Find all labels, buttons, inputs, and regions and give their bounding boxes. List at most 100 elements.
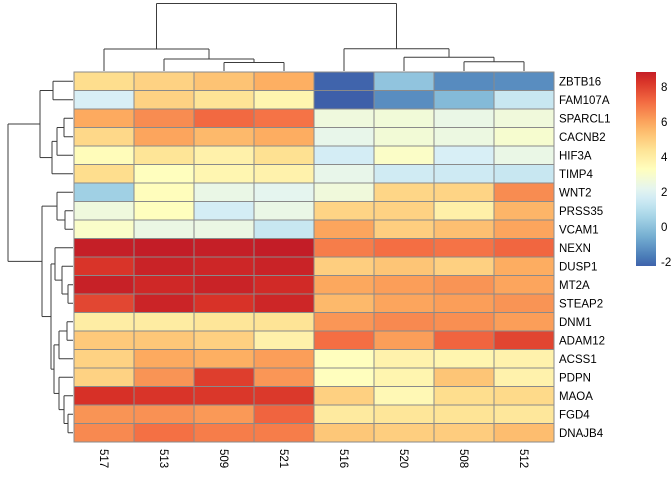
heatmap-cell [73,71,135,91]
heatmap-cell [373,367,435,387]
heatmap-cell [313,145,375,165]
row-label: PDPN [559,372,591,384]
heatmap-cell [493,423,555,443]
heatmap-cell [73,330,135,350]
heatmap-cell [253,164,315,184]
heatmap-cell [373,127,435,147]
heatmap-cell [433,423,495,443]
heatmap-cell [73,275,135,295]
heatmap-cell [253,238,315,258]
col-label: 512 [517,449,529,468]
heatmap-cell [253,256,315,276]
heatmap-cell [313,367,375,387]
heatmap-cell [313,256,375,276]
heatmap-cell [313,164,375,184]
heatmap-cell [313,201,375,221]
heatmap-cell [493,404,555,424]
heatmap-cell [133,367,195,387]
heatmap-cell [493,275,555,295]
colorbar-bar [636,72,656,266]
row-label: HIF3A [559,150,592,162]
heatmap-cell [373,219,435,239]
heatmap-cell [433,386,495,406]
heatmap-cell [133,293,195,313]
heatmap-cell [493,71,555,91]
row-label: NEXN [559,243,591,255]
heatmap-cell [313,275,375,295]
col-label: 521 [277,449,289,468]
heatmap-cell [73,164,135,184]
heatmap-cell [493,164,555,184]
heatmap-cell [73,182,135,202]
heatmap-cell [193,349,255,369]
heatmap-cell [73,256,135,276]
heatmap-cell [253,386,315,406]
colorbar-tick-label: -2 [661,257,671,269]
heatmap-cell [253,71,315,91]
heatmap-cell [73,90,135,110]
colorbar-tick-label: 8 [661,82,667,94]
heatmap-grid [73,71,555,443]
heatmap-cell [253,293,315,313]
heatmap-cell [493,201,555,221]
heatmap-cell [253,108,315,128]
row-labels: ZBTB16 FAM107A SPARCL1 CACNB2 HIF3A TIMP4 WNT2… [559,76,611,440]
heatmap-cell [253,423,315,443]
heatmap-cell [493,367,555,387]
heatmap-cell [433,145,495,165]
heatmap-cell [493,219,555,239]
heatmap-cell [373,386,435,406]
heatmap-cell [433,404,495,424]
row-label: CACNB2 [559,132,606,144]
heatmap-cell [193,275,255,295]
heatmap-cell [193,182,255,202]
heatmap-cell [253,330,315,350]
heatmap-cell [253,219,315,239]
heatmap-cell [253,367,315,387]
heatmap-cell [373,108,435,128]
heatmap-cell [73,127,135,147]
heatmap-cell [133,182,195,202]
heatmap-cell [253,90,315,110]
heatmap-cell [493,127,555,147]
heatmap-cell [253,182,315,202]
row-label: STEAP2 [559,298,603,310]
heatmap-cell [253,127,315,147]
heatmap-cell [433,127,495,147]
column-dendrogram [103,3,525,71]
heatmap-cell [313,312,375,332]
heatmap-cell [73,349,135,369]
heatmap-cell [433,164,495,184]
colorbar-legend: 8 6 4 2 0 -2 [636,72,671,269]
heatmap-cell [433,293,495,313]
heatmap-cell [133,108,195,128]
heatmap-cell [253,145,315,165]
heatmap-cell [73,238,135,258]
heatmap-cell [193,404,255,424]
heatmap-cell [313,127,375,147]
heatmap-cell [193,386,255,406]
heatmap-cell [193,164,255,184]
heatmap-cell [493,293,555,313]
row-label: DNM1 [559,317,592,329]
heatmap-cell [493,386,555,406]
heatmap-cell [493,330,555,350]
heatmap-cell [373,404,435,424]
heatmap-cell [313,293,375,313]
heatmap-cell [493,108,555,128]
heatmap-cell [73,367,135,387]
heatmap-cell [433,256,495,276]
row-label: SPARCL1 [559,113,611,125]
heatmap-cell [73,386,135,406]
heatmap-cell [493,238,555,258]
heatmap-cell [193,312,255,332]
heatmap-cell [193,219,255,239]
heatmap-cell [373,256,435,276]
heatmap-cell [73,219,135,239]
heatmap-cell [73,423,135,443]
heatmap-cell [133,275,195,295]
heatmap-cell [253,201,315,221]
heatmap-cell [493,256,555,276]
row-label: PRSS35 [559,206,603,218]
heatmap-cell [373,275,435,295]
